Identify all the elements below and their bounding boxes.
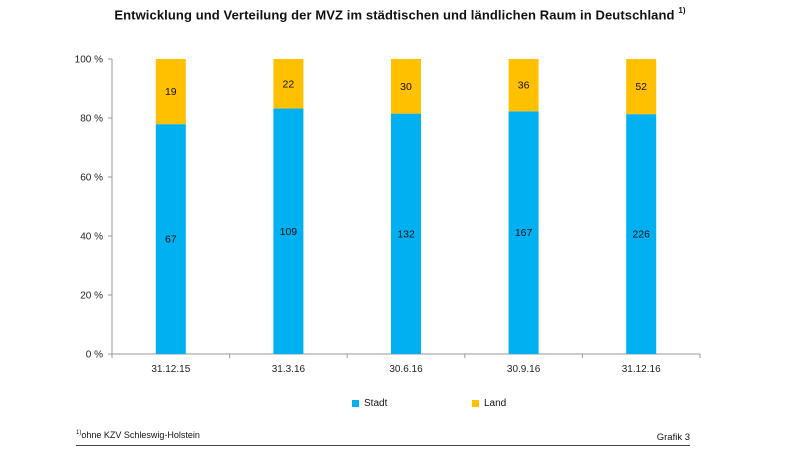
legend-swatch-stadt [352, 400, 359, 407]
data-label-stadt: 109 [280, 226, 298, 238]
y-tick-label: 0 % [86, 350, 103, 361]
figure-label: Grafik 3 [656, 432, 690, 443]
chart-axes: 0 % 20 % 40 % 60 % 80 % 100 % [75, 55, 701, 361]
legend-label-land: Land [484, 398, 507, 409]
chart-labels: 67 19 31.12.15 109 22 31.3.16 132 30 30.6.16 167 3… [151, 78, 661, 375]
x-tick-label: 31.12.15 [151, 364, 190, 375]
data-label-land: 36 [518, 80, 530, 92]
data-label-land: 19 [165, 86, 177, 98]
x-tick-label: 31.12.16 [622, 364, 661, 375]
y-tick-label: 60 % [80, 173, 103, 184]
data-label-land: 22 [283, 78, 295, 90]
footnote-text: ohne KZV Schleswig-Holstein [81, 430, 200, 440]
bar-land [273, 59, 304, 109]
bar-land [391, 59, 421, 114]
y-tick-label: 80 % [80, 114, 103, 125]
bar-stadt [155, 124, 186, 355]
y-tick-label: 40 % [80, 232, 103, 243]
bar-stadt [626, 114, 657, 354]
data-label-stadt: 226 [632, 229, 650, 241]
legend-swatch-land [472, 400, 479, 407]
data-label-land: 52 [635, 81, 647, 93]
footnote-mark: 1) [76, 430, 82, 436]
y-tick-label: 20 % [80, 291, 103, 302]
legend-item-stadt: Stadt [352, 398, 387, 409]
data-label-stadt: 167 [515, 227, 533, 239]
bar-land [155, 59, 186, 125]
chart-title-text: Entwicklung und Verteilung der MVZ im st… [114, 7, 675, 23]
chart-title: Entwicklung und Verteilung der MVZ im st… [0, 6, 800, 23]
bar-stadt [508, 111, 539, 354]
title-footnote-mark: 1) [678, 6, 686, 15]
footnote: 1)ohne KZV Schleswig-Holstein [76, 430, 200, 440]
chart-bars [155, 59, 657, 355]
bar-stadt [273, 108, 304, 354]
bar-land [508, 59, 539, 112]
legend-label-stadt: Stadt [364, 398, 388, 409]
bar-land [626, 59, 657, 115]
y-tick-label: 100 % [75, 55, 103, 66]
bottom-rule [76, 445, 690, 446]
data-label-stadt: 132 [397, 228, 415, 240]
x-tick-label: 31.3.16 [272, 364, 306, 375]
data-label-stadt: 67 [165, 234, 177, 246]
x-tick-label: 30.9.16 [507, 364, 541, 375]
bar-stadt [391, 113, 421, 354]
x-tick-label: 30.6.16 [389, 364, 423, 375]
legend-item-land: Land [472, 398, 506, 409]
chart-legend: Stadt Land [0, 398, 800, 414]
data-label-land: 30 [400, 81, 412, 93]
